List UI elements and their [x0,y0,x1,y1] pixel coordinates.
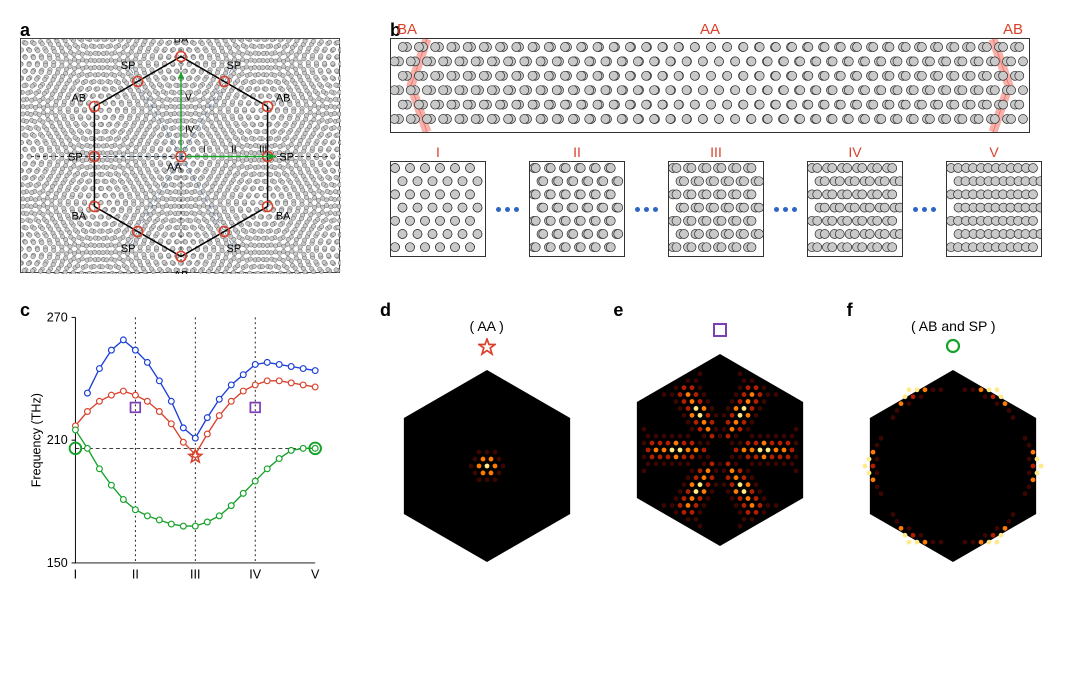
marker-square-icon [712,322,728,340]
strip-label-aa: AA [700,21,720,38]
cell-label: III [710,144,722,160]
cell-label: II [573,144,581,160]
moire-hexagon-box: BAABBAABBAABSPSPSPSPSPSPAAIIIIIIIVV [20,38,340,273]
svg-text:AA: AA [167,162,182,174]
stacking-cell: I [390,161,486,257]
svg-text:SP: SP [68,152,83,164]
svg-text:II: II [231,145,237,156]
svg-text:SP: SP [226,60,241,72]
mode-hexagon-edge [853,366,1053,566]
svg-text:Frequency (THz): Frequency (THz) [30,393,44,487]
marker-star-icon [478,338,496,356]
svg-text:III: III [259,145,267,156]
mode-hexagon-mid [620,350,820,550]
svg-text:BA: BA [174,39,189,46]
svg-text:I: I [203,145,206,156]
ellipsis-dots [913,207,936,212]
svg-text:SP: SP [121,243,136,255]
cell-label: I [436,144,440,160]
svg-text:210: 210 [47,433,68,447]
bilayer-strip: BA AA AB [390,38,1030,133]
strip-label-ba: BA [397,21,417,38]
ellipsis-dots [774,207,797,212]
cell-label: IV [848,144,861,160]
frequency-chart: 150210270IIIIIIIVVFrequency (THz) [20,300,330,590]
panel-c: c 150210270IIIIIIIVVFrequency (THz) [20,300,360,610]
panel-label-f: f [847,300,853,321]
svg-text:BA: BA [71,211,86,223]
marker-circle-icon [945,338,961,356]
svg-text:270: 270 [47,310,68,324]
svg-text:AB: AB [71,93,86,105]
moire-svg: BAABBAABBAABSPSPSPSPSPSPAAIIIIIIIVV [21,39,341,274]
stacking-cell: II [529,161,625,257]
cell-label: V [989,144,998,160]
panel-a: a BAABBAABBAABSPSPSPSPSPSPAAIIIIIIIVV [20,20,360,280]
svg-text:150: 150 [47,556,68,570]
svg-text:IV: IV [249,567,261,581]
caption-d: ( AA ) [470,318,504,334]
panel-b: b BA AA AB IIIIIIIVV [390,20,1060,280]
stacking-cells-row: IIIIIIIVV [390,161,1060,257]
svg-text:BA: BA [276,211,291,223]
stacking-cell: V [946,161,1042,257]
panel-f: f ( AB and SP ) [847,300,1060,610]
caption-f: ( AB and SP ) [911,318,996,334]
stacking-cell: III [668,161,764,257]
panel-label-e: e [613,300,623,321]
svg-text:SP: SP [279,152,294,164]
svg-text:AB: AB [174,270,189,275]
svg-text:AB: AB [276,93,291,105]
panel-label-c: c [20,300,30,321]
ellipsis-dots [496,207,519,212]
svg-text:IV: IV [185,125,195,136]
svg-text:V: V [185,93,192,104]
strip-label-ab: AB [1003,21,1023,38]
stacking-cell: IV [807,161,903,257]
strip-svg [391,39,1029,132]
mode-hexagon-aa [387,366,587,566]
panel-e: e [613,300,826,610]
panel-d: d ( AA ) [380,300,593,610]
panel-label-d: d [380,300,391,321]
svg-text:I: I [74,567,78,581]
svg-text:SP: SP [121,60,136,72]
svg-text:V: V [311,567,320,581]
svg-text:III: III [190,567,200,581]
svg-text:II: II [132,567,139,581]
svg-text:SP: SP [226,243,241,255]
ellipsis-dots [635,207,658,212]
